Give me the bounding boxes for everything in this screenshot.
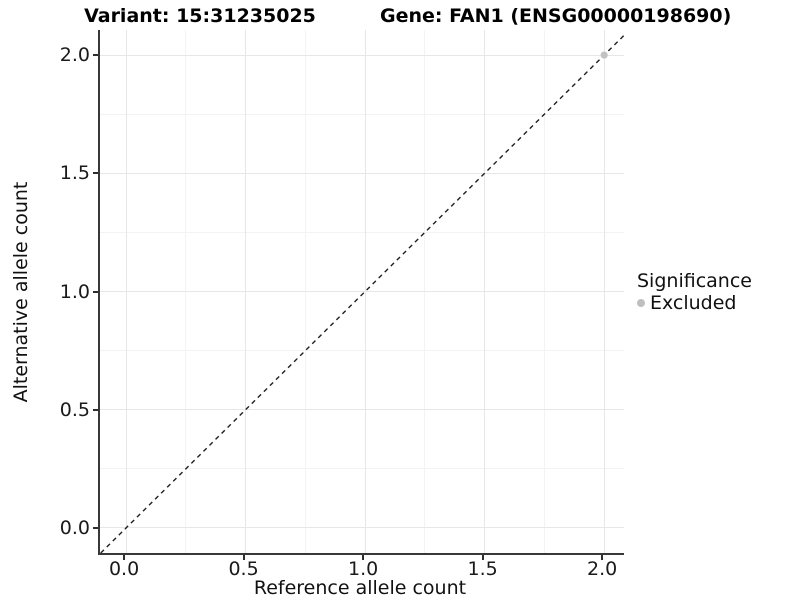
gridline-minor-h xyxy=(100,468,624,470)
x-axis-title: Reference allele count xyxy=(253,577,467,599)
y-tick-label: 0.5 xyxy=(59,398,90,421)
gridline-major-h xyxy=(100,527,624,529)
x-tick-label: 0.5 xyxy=(228,558,259,580)
gridline-major-h xyxy=(100,54,624,56)
y-tick-label: 0.0 xyxy=(59,516,90,539)
gridline-minor-h xyxy=(100,350,624,352)
identity-line xyxy=(100,34,625,554)
data-point-excluded xyxy=(600,51,608,59)
x-tick-mark xyxy=(601,555,604,560)
gridline-minor-h xyxy=(100,231,624,233)
chart-title-variant: Variant: 15:31235025 xyxy=(84,5,316,27)
legend-point-icon xyxy=(637,299,645,307)
x-tick-label: 0.0 xyxy=(108,558,140,580)
y-tick-mark xyxy=(93,408,98,411)
x-tick-label: 1.0 xyxy=(347,558,379,580)
plot-panel xyxy=(98,30,625,555)
x-tick-mark xyxy=(362,555,365,560)
y-tick-mark xyxy=(93,290,98,293)
y-tick-label: 1.0 xyxy=(59,280,90,303)
gridline-major-h xyxy=(100,409,624,411)
y-axis-title: Alternative allele count xyxy=(10,181,32,403)
y-tick-mark xyxy=(93,526,98,529)
plot-svg xyxy=(100,34,625,554)
legend: Significance Excluded xyxy=(637,270,752,314)
x-tick-mark xyxy=(123,555,126,560)
legend-title: Significance xyxy=(637,270,752,292)
legend-item-excluded: Excluded xyxy=(637,292,752,314)
gridline-major-h xyxy=(100,172,624,174)
x-tick-label: 1.5 xyxy=(467,558,498,580)
chart-title-gene: Gene: FAN1 (ENSG00000198690) xyxy=(380,5,732,27)
y-tick-mark xyxy=(93,172,98,175)
legend-item-label: Excluded xyxy=(650,292,737,314)
y-tick-mark xyxy=(93,54,98,57)
y-tick-label: 1.5 xyxy=(59,162,90,185)
x-tick-label: 2.0 xyxy=(587,558,618,580)
x-tick-mark xyxy=(242,555,245,560)
y-tick-label: 2.0 xyxy=(59,44,90,67)
gridline-minor-h xyxy=(100,113,624,115)
x-tick-mark xyxy=(481,555,484,560)
gridline-major-h xyxy=(100,291,624,292)
